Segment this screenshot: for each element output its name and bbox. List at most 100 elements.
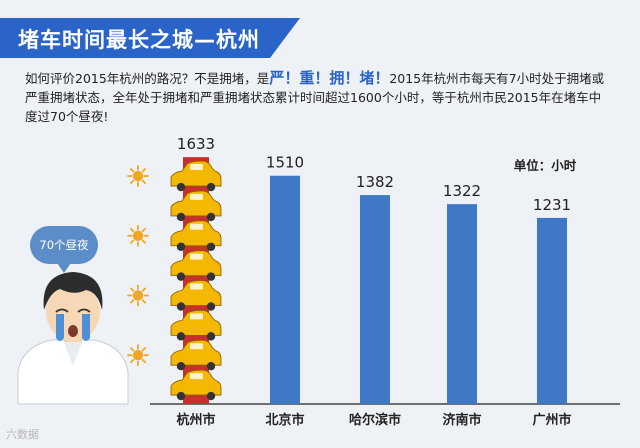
sun-core [132, 230, 144, 241]
sun-ray [141, 299, 146, 304]
sun-ray [141, 179, 146, 185]
sun-ray [130, 347, 135, 352]
taxi-window [190, 223, 203, 230]
sun-core [132, 170, 144, 182]
moon-shape [133, 198, 140, 213]
left-eye [55, 308, 69, 313]
hair [43, 272, 103, 310]
taxi-body [170, 369, 222, 396]
taxi-wheel [176, 362, 186, 371]
taxi-wheel [206, 242, 216, 251]
taxi-wheel [206, 391, 216, 401]
taxi-window [190, 313, 203, 320]
sun-ray [130, 299, 135, 304]
sun-icon [127, 344, 149, 367]
sun-core [132, 350, 144, 361]
taxi-window [190, 253, 203, 260]
sun-ray [130, 168, 135, 173]
taxi-wheel [176, 391, 186, 401]
sun-ray [141, 239, 146, 244]
taxi-wheel [206, 362, 216, 371]
taxi-wheel [176, 242, 186, 251]
bar [360, 195, 390, 404]
unit-label: 单位：小时 [514, 158, 577, 173]
value-label: 1633 [177, 135, 215, 153]
sun-icon [127, 284, 149, 307]
right-eye [77, 308, 91, 313]
taxi-body [170, 190, 222, 217]
bar [270, 175, 300, 404]
taxi-wheel [206, 272, 216, 281]
sun-ray [141, 358, 146, 364]
taxi-wheel [176, 212, 186, 222]
taxi-icon [170, 309, 222, 341]
sun-icon [127, 165, 149, 187]
value-label: 1322 [443, 182, 481, 200]
sun-core [132, 290, 144, 301]
intro-text-1: 如何评价2015年杭州的路况？不是拥堵，是 [25, 71, 270, 86]
taxi-window [190, 373, 203, 380]
value-label: 1510 [266, 154, 304, 172]
moon-shape [133, 378, 140, 393]
sun-ray [130, 287, 135, 292]
taxi-icon [170, 190, 222, 222]
bar [447, 204, 477, 404]
moon-icon [133, 378, 140, 393]
taxi-icon [170, 339, 222, 371]
moon-shape [133, 318, 140, 333]
taxi-wheel [206, 212, 216, 222]
moon-icon [133, 198, 140, 213]
taxi-icon [170, 280, 222, 311]
taxi-wheel [176, 302, 186, 311]
moon-icon [133, 258, 140, 273]
sun-icon [127, 224, 149, 247]
watermark-text: 六数据 [6, 428, 39, 441]
taxi-body [170, 309, 222, 336]
taxi-body [170, 160, 222, 187]
category-label: 北京市 [265, 412, 304, 428]
sun-ray [141, 347, 146, 352]
speech-bubble: 70个昼夜 [30, 226, 98, 273]
sun-ray [130, 179, 135, 185]
taxi-body [170, 220, 222, 247]
taxi-body [170, 339, 222, 366]
category-label: 哈尔滨市 [349, 412, 401, 428]
intro-text-2: 2015年杭州市每天有7小时处于拥堵或严重拥堵状态，全年处于拥堵和严重拥堵状态累… [25, 71, 605, 124]
sun-ray [141, 168, 146, 173]
shirt [17, 339, 129, 405]
category-label: 杭州市 [176, 412, 215, 428]
sun-ray [141, 227, 146, 233]
taxi-wheel [206, 332, 216, 341]
taxi-body [170, 250, 222, 277]
category-label: 济南市 [442, 412, 481, 428]
taxi-icon [170, 250, 222, 281]
title-banner: 堵车时间最长之城—杭州 [0, 18, 300, 58]
tear-left [56, 314, 64, 341]
intro-emphasis: 严！重！拥！堵！ [269, 69, 390, 87]
taxi-icon [170, 369, 222, 401]
sun-ray [130, 227, 135, 233]
taxi-wheel [176, 182, 186, 192]
taxi-window [190, 164, 203, 171]
category-label: 广州市 [532, 412, 571, 428]
value-label: 1231 [533, 196, 571, 214]
sun-ray [130, 239, 135, 244]
taxi-icon [170, 160, 222, 192]
taxi-wheel [206, 302, 216, 311]
mouth [68, 325, 78, 337]
value-label: 1382 [356, 173, 394, 191]
intro-paragraph: 如何评价2015年杭州的路况？不是拥堵，是严！重！拥！堵！2015年杭州市每天有… [25, 69, 610, 126]
taxi-icon [170, 220, 222, 251]
page-title: 堵车时间最长之城—杭州 [18, 28, 260, 52]
collar [63, 340, 83, 366]
moon-shape [133, 258, 140, 273]
moon-icon [133, 318, 140, 333]
taxi-body [170, 280, 222, 306]
taxi-window [190, 283, 203, 290]
taxi-wheel [176, 272, 186, 281]
taxi-window [190, 193, 203, 200]
taxi-window [190, 343, 203, 350]
tear-right [82, 314, 90, 341]
sun-ray [130, 358, 135, 364]
